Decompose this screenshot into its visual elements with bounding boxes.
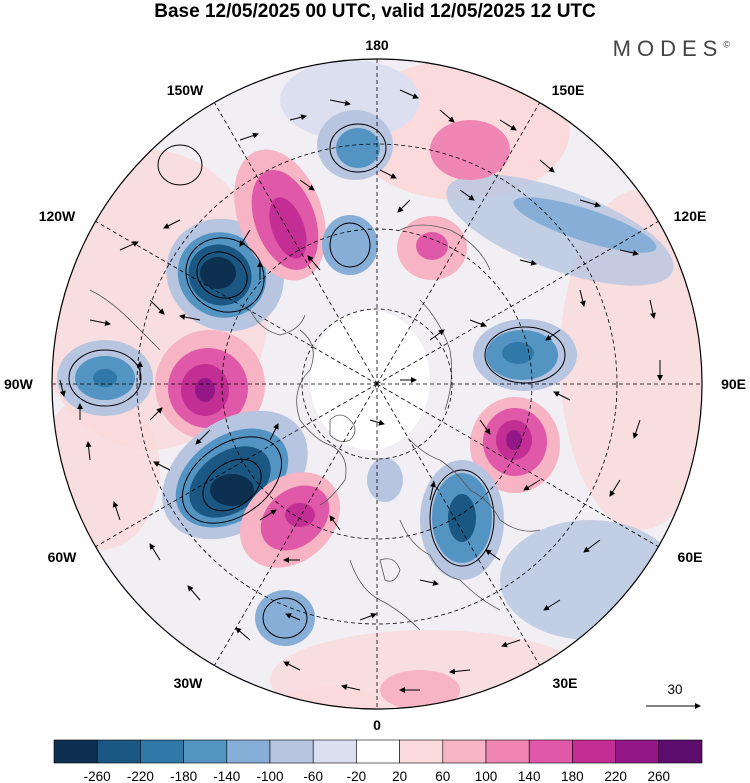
colorbar-swatch	[658, 739, 703, 764]
colorbar-swatch	[615, 739, 660, 764]
lon-label-30e: 30E	[553, 675, 578, 691]
colorbar-swatch	[312, 739, 357, 764]
colorbar-tick-label: 100	[475, 769, 498, 783]
anomaly-greenland-high	[239, 472, 341, 568]
colorbar-swatch	[96, 739, 141, 764]
colorbar-tick-label: 180	[561, 769, 584, 783]
lon-label-150w: 150W	[167, 82, 204, 98]
lon-label-60w: 60W	[48, 549, 78, 565]
lon-label-120w: 120W	[39, 208, 76, 224]
colorbar: -260 -220 -180 -140 -100 -60 -20 20 60 100 140 180 2…	[53, 739, 703, 783]
brand-name: MODES	[612, 36, 724, 61]
colorbar-swatch	[399, 739, 444, 764]
anomaly-europe-low	[420, 460, 504, 580]
lon-label-90e: 90E	[721, 376, 746, 392]
anomaly-north-pacific-high	[430, 120, 510, 180]
lon-label-180: 180	[365, 37, 389, 53]
colorbar-swatch	[572, 739, 616, 764]
colorbar-swatch	[356, 739, 400, 764]
graticule	[52, 59, 702, 709]
brand-logo: MODES©	[613, 36, 730, 62]
colorbar-tick-label: -100	[256, 769, 283, 783]
colorbar-tick-label: 220	[604, 769, 627, 783]
colorbar-tick-label: -140	[213, 769, 240, 783]
wind-vectors	[59, 89, 663, 703]
colorbar-tick-label: 140	[518, 769, 541, 783]
anomaly-siberia-high	[470, 397, 560, 493]
colorbar-tick-label: -260	[84, 769, 111, 783]
colorbar-swatch	[226, 739, 271, 764]
colorbar-swatch	[53, 739, 98, 764]
lon-label-30w: 30W	[174, 675, 204, 691]
colorbar-tick-label: 60	[435, 769, 450, 783]
anomaly-field	[52, 59, 702, 709]
colorbar-tick-label: 260	[648, 769, 671, 783]
colorbar-swatch	[269, 739, 314, 764]
lon-label-120e: 120E	[674, 208, 707, 224]
lon-label-90w: 90W	[4, 376, 34, 392]
anomaly-east-siberian-high	[397, 216, 467, 280]
coastlines	[89, 224, 541, 631]
brand-mark: ©	[723, 39, 730, 50]
map-title: Base 12/05/2025 00 UTC, valid 12/05/2025…	[154, 1, 596, 22]
colorbar-tick-label: -20	[347, 769, 367, 783]
colorbar-swatch	[528, 739, 573, 764]
colorbar-swatch	[485, 739, 530, 764]
colorbar-swatch	[140, 739, 184, 764]
colorbar-tick-label: -180	[170, 769, 197, 783]
colorbar-swatch	[442, 739, 487, 764]
colorbar-tick-label: 20	[392, 769, 407, 783]
lon-label-150e: 150E	[552, 82, 585, 98]
lon-label-60e: 60E	[678, 549, 703, 565]
colorbar-swatch	[183, 739, 228, 764]
reference-vector-label: 30	[667, 682, 682, 697]
lon-label-0: 0	[373, 717, 381, 733]
anomaly-far-east-low	[513, 197, 657, 253]
colorbar-tick-label: -220	[127, 769, 154, 783]
anomaly-asia-low	[473, 319, 577, 391]
map-boundary	[51, 58, 703, 710]
reference-vector: 30	[646, 682, 701, 709]
anomaly-east-pacific-low	[57, 340, 153, 416]
colorbar-tick-label: -60	[303, 769, 323, 783]
